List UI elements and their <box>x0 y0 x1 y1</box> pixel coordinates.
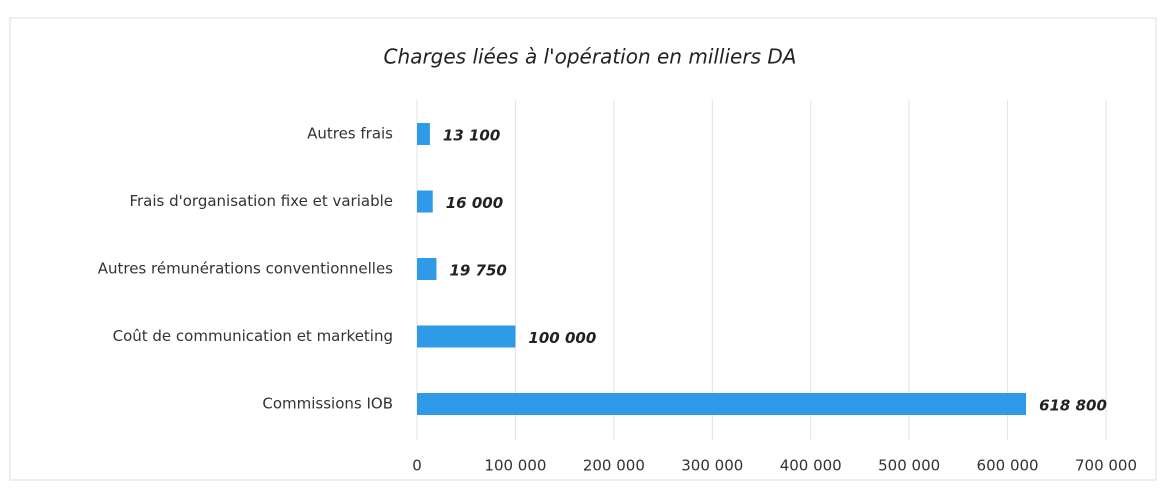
y-tick-label: Commissions IOB <box>262 395 393 413</box>
value-label: 100 000 <box>528 329 596 347</box>
x-tick-label: 600 000 <box>977 457 1039 475</box>
value-label: 19 750 <box>449 262 506 280</box>
bar <box>417 190 433 213</box>
bar <box>417 393 1027 415</box>
x-tick-label: 300 000 <box>681 457 743 475</box>
value-label: 16 000 <box>446 194 503 212</box>
x-tick-label: 200 000 <box>583 457 645 475</box>
x-tick-label: 0 <box>412 457 422 475</box>
y-tick-label: Autres frais <box>307 125 393 143</box>
y-tick-label: Coût de communication et marketing <box>113 327 393 345</box>
value-label: 13 100 <box>443 127 500 145</box>
x-tick-label: 400 000 <box>780 457 842 475</box>
bar <box>417 325 516 348</box>
chart-title: Charges liées à l'opération en milliers … <box>384 45 797 69</box>
y-tick-label: Frais d'organisation fixe et variable <box>129 192 393 210</box>
bar <box>417 123 430 145</box>
x-tick-label: 700 000 <box>1075 457 1137 475</box>
x-tick-label: 100 000 <box>484 457 546 475</box>
y-tick-label: Autres rémunérations conventionnelles <box>98 260 393 278</box>
bar <box>417 258 437 280</box>
x-tick-label: 500 000 <box>878 457 940 475</box>
value-label: 618 800 <box>1039 397 1107 415</box>
